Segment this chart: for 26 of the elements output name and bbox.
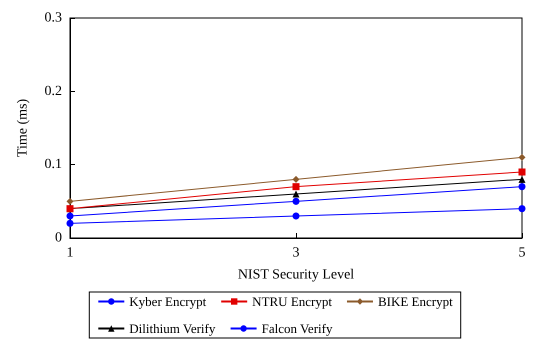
point <box>292 190 300 198</box>
point <box>292 183 300 190</box>
y-tick-label: 0.2 <box>44 84 62 99</box>
point <box>292 198 300 205</box>
legend-label: Falcon Verify <box>262 321 333 336</box>
y-tick-label: 0.1 <box>44 157 62 172</box>
legend-label: BIKE Encrypt <box>378 294 454 309</box>
point <box>66 198 74 205</box>
point <box>66 212 74 220</box>
point <box>518 154 526 161</box>
x-tick-label: 5 <box>518 246 526 260</box>
point <box>66 220 74 227</box>
y-tick-label: 0.3 <box>44 10 62 26</box>
point <box>292 176 300 183</box>
point <box>518 205 526 212</box>
x-axis-title: NIST Security Level <box>238 268 354 282</box>
legend-label: Kyber Encrypt <box>129 294 207 309</box>
x-tick-label: 1 <box>66 246 74 260</box>
legend-label: Dilithium Verify <box>129 321 216 336</box>
y-tick-label: 0 <box>55 230 62 246</box>
x-tick-label: 3 <box>292 246 300 260</box>
legend-label: NTRU Encrypt <box>252 294 332 309</box>
point <box>518 183 526 190</box>
point <box>292 212 300 220</box>
y-axis-title: Time (ms) <box>16 98 30 158</box>
point <box>518 168 526 176</box>
